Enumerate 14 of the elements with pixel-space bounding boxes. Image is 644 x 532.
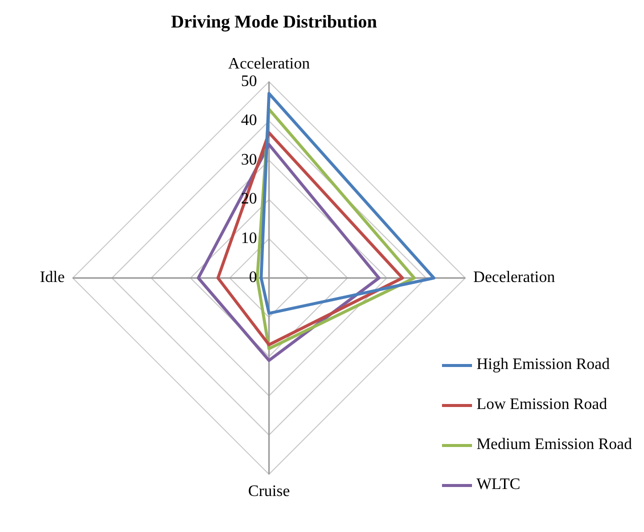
y-tick-label: 0	[249, 269, 257, 286]
legend-label: High Emission Road	[476, 356, 610, 374]
chart-title: Driving Mode Distribution	[170, 11, 378, 32]
spoke-label: Acceleration	[228, 55, 310, 72]
spoke-label: Cruise	[248, 483, 290, 500]
y-tick-label: 40	[241, 112, 257, 130]
y-tick-label: 30	[241, 151, 257, 168]
spoke-label: Deceleration	[473, 269, 556, 286]
legend-label: Medium Emission Road	[476, 436, 632, 454]
y-tick-label: 50	[241, 72, 257, 90]
legend-label: WLTC	[476, 476, 520, 494]
spoke-label: Idle	[40, 269, 65, 286]
legend-label: Low Emission Road	[476, 396, 608, 414]
y-tick-label: 10	[241, 230, 257, 247]
